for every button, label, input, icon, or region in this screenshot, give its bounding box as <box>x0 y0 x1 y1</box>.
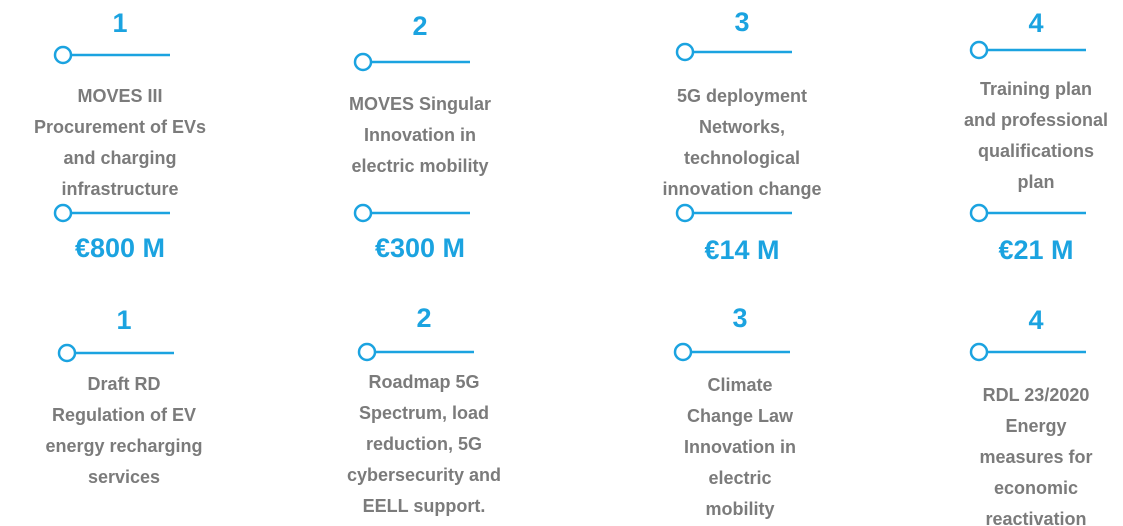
item-label: energy recharging <box>45 436 202 456</box>
item-label: and professional <box>964 110 1108 130</box>
item-label: Procurement of EVs <box>34 117 206 137</box>
item-label: services <box>88 467 160 487</box>
item-label: Draft RD <box>87 374 160 394</box>
item-label: Spectrum, load <box>359 403 489 423</box>
connector <box>673 342 790 362</box>
item-label: Energy <box>1005 416 1066 436</box>
item-label: and charging <box>63 148 176 168</box>
item-number: 4 <box>1028 8 1043 38</box>
item-label: Roadmap 5G <box>368 372 479 392</box>
item-number: 1 <box>116 305 131 335</box>
connector-dot <box>675 42 695 62</box>
connector-dot <box>675 203 695 223</box>
item-label: EELL support. <box>363 496 486 516</box>
item-label: reactivation <box>985 509 1086 526</box>
item-label: electric <box>708 468 771 488</box>
item-number: 1 <box>112 8 127 38</box>
connector-dot <box>353 203 373 223</box>
item-label: Networks, <box>699 117 785 137</box>
item-label: infrastructure <box>61 179 178 199</box>
connector-dot <box>969 203 989 223</box>
item-label: innovation change <box>662 179 821 199</box>
item-label: Innovation in <box>684 437 796 457</box>
item-label: cybersecurity and <box>347 465 501 485</box>
connector <box>353 203 470 223</box>
connector <box>53 203 170 223</box>
item-label: Innovation in <box>364 125 476 145</box>
item-number: 3 <box>734 7 749 37</box>
connector-dot <box>969 342 989 362</box>
item-number: 4 <box>1028 305 1043 335</box>
item-label: measures for <box>979 447 1092 467</box>
connector-dot <box>53 45 73 65</box>
connector <box>969 40 1086 60</box>
connector <box>675 203 792 223</box>
item-label: reduction, 5G <box>366 434 482 454</box>
connector <box>357 342 474 362</box>
connector-dot <box>969 40 989 60</box>
connector-dot <box>353 52 373 72</box>
item-label: economic <box>994 478 1078 498</box>
connector-dot <box>57 343 77 363</box>
item-number: 2 <box>412 11 427 41</box>
connector <box>969 203 1086 223</box>
item-amount: €14 M <box>704 235 779 265</box>
item-label: plan <box>1017 172 1054 192</box>
connector <box>969 342 1086 362</box>
connector-dot <box>673 342 693 362</box>
item-label: MOVES Singular <box>349 94 491 114</box>
item-amount: €300 M <box>375 233 465 263</box>
item-amount: €21 M <box>998 235 1073 265</box>
connector <box>53 45 170 65</box>
item-label: Change Law <box>687 406 794 426</box>
item-label: Regulation of EV <box>52 405 196 425</box>
connector-dot <box>357 342 377 362</box>
item-label: technological <box>684 148 800 168</box>
item-label: RDL 23/2020 <box>983 385 1090 405</box>
item-label: 5G deployment <box>677 86 807 106</box>
connector <box>57 343 174 363</box>
connector <box>353 52 470 72</box>
item-label: Climate <box>707 375 772 395</box>
item-label: Training plan <box>980 79 1092 99</box>
connector-dot <box>53 203 73 223</box>
item-amount: €800 M <box>75 233 165 263</box>
item-number: 3 <box>732 303 747 333</box>
item-label: mobility <box>705 499 774 519</box>
item-number: 2 <box>416 303 431 333</box>
connector <box>675 42 792 62</box>
item-label: electric mobility <box>351 156 488 176</box>
item-label: qualifications <box>978 141 1094 161</box>
item-label: MOVES III <box>77 86 162 106</box>
